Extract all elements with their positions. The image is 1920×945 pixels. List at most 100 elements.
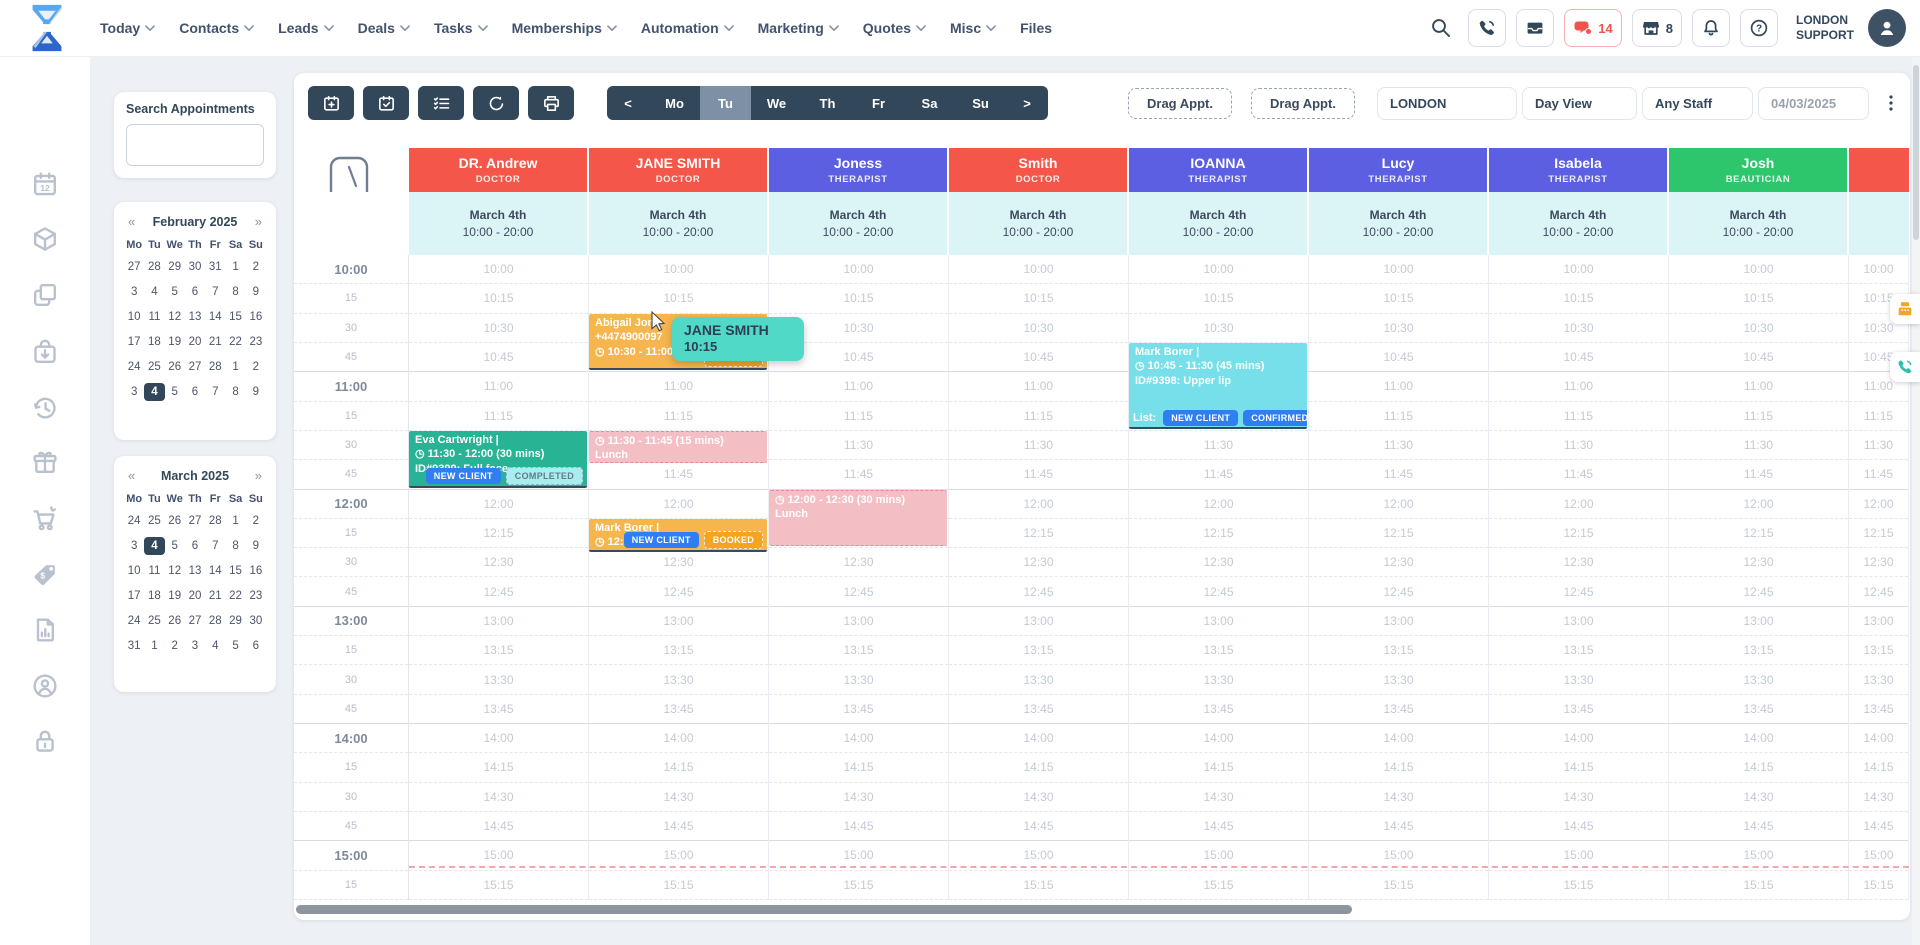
time-slot[interactable]: 10:00	[1309, 255, 1488, 285]
day-cell[interactable]: 3	[130, 540, 138, 552]
day-cell[interactable]: 6	[191, 540, 199, 552]
day-cell[interactable]: 24	[127, 615, 141, 627]
time-slot[interactable]: 11:30	[1129, 431, 1308, 461]
time-slot[interactable]: 12:45	[769, 577, 948, 607]
nav-item-contacts[interactable]: Contacts	[179, 20, 254, 36]
appointment-block[interactable]: Mark Borer | ◷ 12:15 - NEW CLIENT BOOKED	[589, 518, 767, 553]
time-slot[interactable]: 13:15	[409, 636, 588, 666]
day-cell[interactable]: 8	[232, 286, 239, 298]
calendar-plus-button[interactable]	[308, 86, 354, 120]
time-slot[interactable]: 12:30	[1849, 548, 1908, 578]
time-slot[interactable]: 13:00	[1669, 607, 1848, 637]
time-slot[interactable]: 13:30	[1849, 665, 1908, 695]
day-cell[interactable]: 5	[232, 640, 239, 652]
time-slot[interactable]: 10:30	[1129, 314, 1308, 343]
day-cell[interactable]: 9	[252, 286, 260, 298]
time-slot[interactable]: 13:30	[1489, 665, 1668, 695]
report-doc-icon[interactable]	[31, 616, 59, 644]
view-select[interactable]: Day View	[1522, 86, 1637, 120]
time-slot[interactable]: 15:15	[769, 871, 948, 900]
time-slot[interactable]: 15:00	[409, 841, 588, 871]
time-slot[interactable]: 13:30	[589, 665, 768, 695]
day-cell[interactable]: 5	[171, 386, 178, 398]
time-slot[interactable]: 13:00	[589, 607, 768, 637]
day-cell[interactable]: 6	[191, 286, 199, 298]
time-slot[interactable]: 11:00	[949, 372, 1128, 402]
time-slot[interactable]: 14:45	[769, 812, 948, 842]
time-slot[interactable]: 15:15	[1669, 871, 1848, 900]
time-slot[interactable]: 14:45	[1669, 812, 1848, 842]
time-slot[interactable]: 14:15	[1129, 753, 1308, 783]
day-cell[interactable]: 4	[212, 640, 219, 652]
time-slot[interactable]: 11:00	[769, 372, 948, 402]
time-slot[interactable]: 15:15	[1849, 871, 1908, 900]
time-slot[interactable]: 14:00	[1129, 724, 1308, 754]
more-options-kebab-icon[interactable]	[1882, 87, 1900, 120]
time-slot[interactable]: 12:30	[1309, 548, 1488, 578]
time-slot[interactable]: 14:15	[1489, 753, 1668, 783]
time-slot[interactable]: 12:45	[409, 577, 588, 607]
app-logo-hourglass-icon[interactable]	[24, 3, 70, 53]
nav-item-quotes[interactable]: Quotes	[863, 20, 926, 36]
staff-header-dr-andrew[interactable]: DR. Andrew DOCTOR	[409, 148, 589, 192]
time-slot[interactable]: 14:00	[1849, 724, 1908, 754]
time-slot[interactable]: 10:00	[1849, 255, 1908, 285]
time-slot[interactable]: 11:30	[1489, 431, 1668, 461]
refresh-button[interactable]	[473, 86, 519, 120]
time-slot[interactable]: 14:30	[1309, 783, 1488, 812]
day-cell[interactable]: 31	[127, 640, 141, 652]
time-slot[interactable]: 11:30	[1309, 431, 1488, 461]
history-icon[interactable]	[31, 394, 59, 422]
day-cell[interactable]: 4	[151, 286, 158, 298]
time-slot[interactable]: 10:00	[1489, 255, 1668, 285]
selected-day[interactable]: 4	[144, 537, 165, 555]
time-slot[interactable]: 12:45	[1489, 577, 1668, 607]
time-slot[interactable]: 11:45	[949, 460, 1128, 490]
time-slot[interactable]: 12:00	[1309, 490, 1488, 519]
time-slot[interactable]: 12:45	[1849, 577, 1908, 607]
staff-select[interactable]: Any Staff	[1642, 86, 1753, 120]
printer-button[interactable]	[528, 86, 574, 120]
time-slot[interactable]: 11:00	[1309, 372, 1488, 402]
day-cell[interactable]: 6	[252, 640, 260, 652]
help-button[interactable]: ?	[1739, 9, 1778, 47]
next-month-button[interactable]: »	[254, 468, 262, 483]
day-cell[interactable]: 1	[232, 515, 239, 527]
day-cell[interactable]: 2	[252, 261, 260, 273]
time-slot[interactable]: 11:15	[1849, 402, 1908, 431]
day-cell[interactable]: 13	[188, 565, 202, 577]
time-slot[interactable]: 11:45	[1489, 460, 1668, 490]
time-slot[interactable]: 14:15	[589, 753, 768, 783]
time-slot[interactable]: 10:00	[589, 255, 768, 285]
day-cell[interactable]: 6	[191, 386, 199, 398]
day-cell[interactable]: 12	[168, 311, 182, 323]
day-cell[interactable]: 20	[188, 590, 202, 602]
time-slot[interactable]: 14:30	[1489, 783, 1668, 812]
time-slot[interactable]: 11:45	[589, 460, 768, 490]
appointment-block[interactable]: Eva Cartwright | ◷ 11:30 - 12:00 (30 mins…	[409, 430, 587, 488]
time-slot[interactable]: 10:15	[949, 284, 1128, 314]
time-slot[interactable]: 11:15	[1489, 402, 1668, 431]
day-cell[interactable]: 9	[252, 386, 260, 398]
day-cell[interactable]: 11	[148, 311, 161, 323]
time-slot[interactable]: 14:45	[1129, 812, 1308, 842]
checklist-button[interactable]	[418, 86, 464, 120]
time-slot[interactable]: 15:00	[589, 841, 768, 871]
time-slot[interactable]: 13:45	[1849, 695, 1908, 724]
time-slot[interactable]: 12:00	[589, 490, 768, 519]
day-cell[interactable]: 29	[168, 261, 182, 273]
time-slot[interactable]: 10:15	[1849, 284, 1908, 314]
time-slot[interactable]: 12:00	[1129, 490, 1308, 519]
time-slot[interactable]: 14:00	[1669, 724, 1848, 754]
nav-item-memberships[interactable]: Memberships	[512, 20, 617, 36]
day-cell[interactable]: 3	[130, 386, 138, 398]
time-slot[interactable]: 13:30	[949, 665, 1128, 695]
day-cell[interactable]: 17	[127, 590, 141, 602]
time-slot[interactable]: 10:15	[409, 284, 588, 314]
day-cell[interactable]: 28	[208, 615, 222, 627]
time-slot[interactable]: 12:00	[409, 490, 588, 519]
account-circle-icon[interactable]	[31, 672, 59, 700]
time-slot[interactable]: 10:00	[409, 255, 588, 285]
day-cell[interactable]: 23	[249, 336, 263, 348]
time-slot[interactable]: 15:00	[1129, 841, 1308, 871]
